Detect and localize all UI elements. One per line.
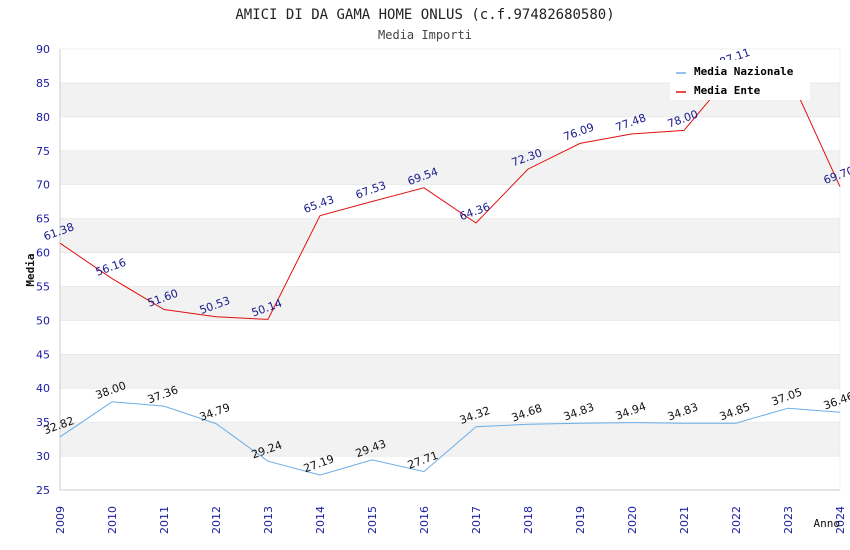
- grid-band: [59, 455, 841, 491]
- grid-band: [59, 252, 841, 287]
- x-tick-label: 2017: [470, 506, 483, 534]
- grid-band: [59, 184, 841, 219]
- grid-band: [59, 421, 841, 457]
- x-tick-label: 2022: [730, 506, 743, 534]
- y-tick-label: 35: [36, 416, 50, 429]
- x-tick-label: 2010: [106, 506, 119, 534]
- grid-band: [59, 354, 841, 389]
- y-tick-label: 25: [36, 484, 50, 497]
- chart-title: AMICI DI DA GAMA HOME ONLUS (c.f.9748268…: [235, 7, 614, 23]
- y-axis-ticks: 25 30 35 40 45 50 55 60 65 70 75 80 85 90: [36, 43, 50, 497]
- x-tick-label: 2018: [522, 506, 535, 534]
- y-tick-label: 60: [36, 247, 50, 260]
- y-tick-label: 30: [36, 450, 50, 463]
- chart-subtitle: Media Importi: [378, 28, 472, 42]
- y-tick-label: 55: [36, 280, 50, 293]
- x-tick-label: 2024: [834, 506, 847, 534]
- legend-label-media-nazionale: Media Nazionale: [694, 65, 794, 78]
- y-tick-label: 65: [36, 213, 50, 226]
- x-tick-label: 2016: [418, 506, 431, 534]
- y-tick-label: 90: [36, 43, 50, 56]
- grid-bands: [59, 48, 841, 491]
- x-tick-label: 2023: [782, 506, 795, 534]
- y-tick-label: 80: [36, 111, 50, 124]
- grid-band: [59, 286, 841, 321]
- grid-band: [59, 320, 841, 355]
- grid-band: [59, 116, 841, 152]
- x-axis-label: Anno: [814, 517, 841, 530]
- legend-background: [670, 60, 810, 100]
- plot-frame: [59, 49, 840, 491]
- x-tick-label: 2019: [574, 506, 587, 534]
- x-tick-label: 2014: [314, 506, 327, 534]
- x-tick-label: 2021: [678, 506, 691, 534]
- x-tick-label: 2013: [262, 506, 275, 534]
- x-axis-ticks: 2009 2010 2011 2012 2013 2014 2015 2016 2017 2018…: [54, 506, 847, 534]
- y-tick-label: 45: [36, 348, 50, 361]
- y-axis-label: Media: [24, 253, 37, 286]
- x-tick-label: 2015: [366, 506, 379, 534]
- x-tick-label: 2011: [158, 506, 171, 534]
- y-tick-label: 70: [36, 179, 50, 192]
- legend-label-media-ente: Media Ente: [694, 84, 761, 97]
- grid-band: [59, 387, 841, 423]
- grid-band: [59, 218, 841, 253]
- x-tick-label: 2009: [54, 506, 67, 534]
- series-line-media-nazionale: [59, 401, 841, 476]
- legend: Media Nazionale Media Ente: [670, 60, 810, 100]
- y-tick-label: 75: [36, 145, 50, 158]
- grid-band: [59, 150, 841, 185]
- y-tick-label: 40: [36, 382, 50, 395]
- y-tick-label: 50: [36, 314, 50, 327]
- y-tick-label: 85: [36, 77, 50, 90]
- x-tick-label: 2020: [626, 506, 639, 534]
- x-tick-label: 2012: [210, 506, 223, 534]
